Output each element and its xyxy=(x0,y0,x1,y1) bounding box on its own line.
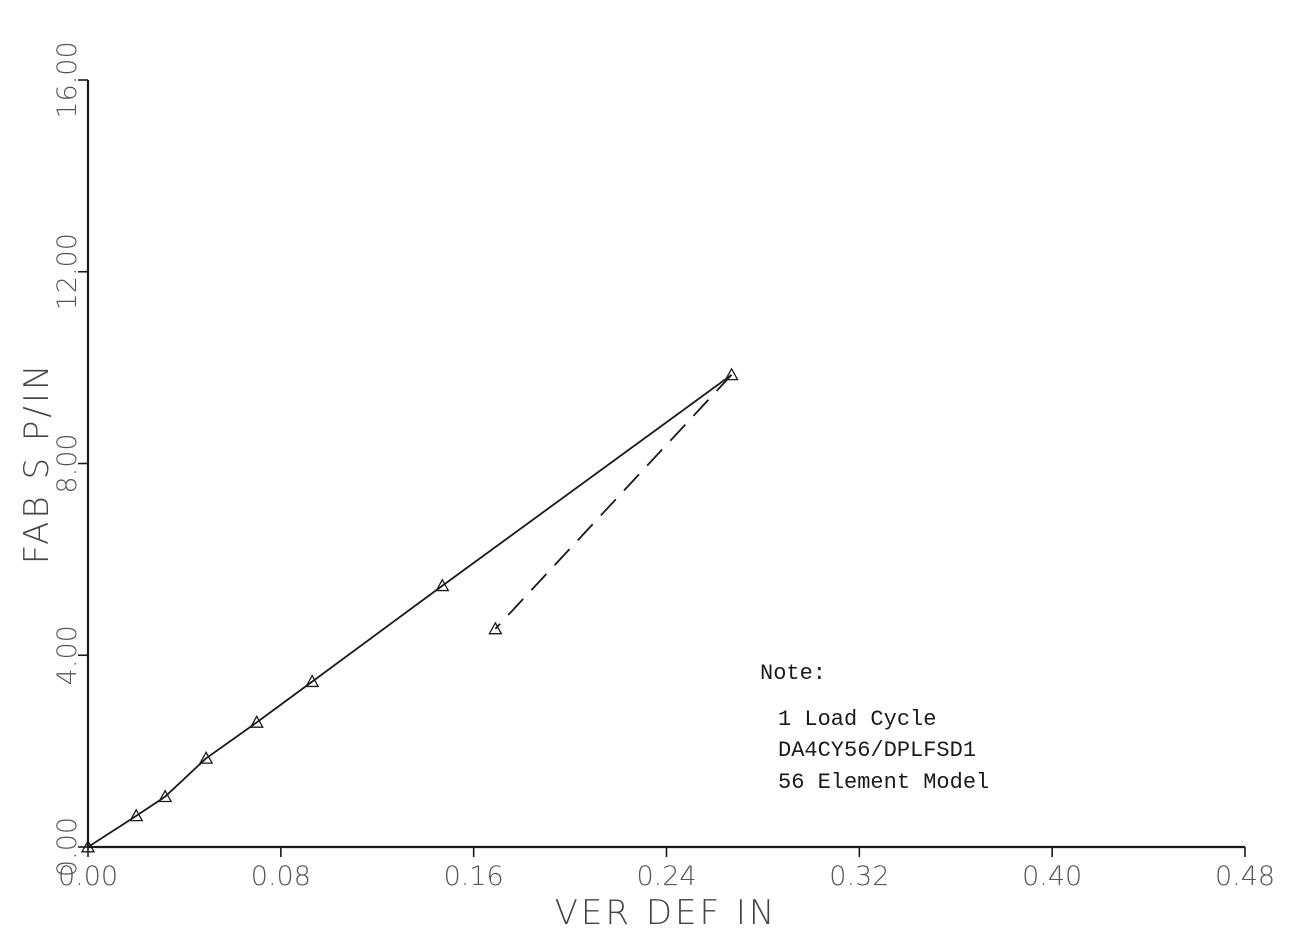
data-point-marker xyxy=(435,578,450,592)
x-tick-label: 0.40 xyxy=(1022,861,1082,892)
x-tick-label: 0.32 xyxy=(829,861,889,892)
x-tick-label: 0.00 xyxy=(58,861,118,892)
x-tick-label: 0.24 xyxy=(636,861,696,892)
x-tick-label: 0.08 xyxy=(251,861,311,892)
data-point-marker xyxy=(158,789,173,803)
data-point-marker xyxy=(249,715,264,728)
y-tick-label: 12.00 xyxy=(52,233,83,310)
series-line-solid xyxy=(87,374,733,848)
plot-series xyxy=(80,367,739,853)
y-tick-label: 16.00 xyxy=(52,41,83,118)
x-axis-label: VER DEF IN xyxy=(555,893,778,932)
y-ticks: 0.00 4.00 8.00 12.00 16.00 xyxy=(52,41,88,877)
y-axis-label: FAB S P/IN xyxy=(17,362,57,565)
data-point-marker xyxy=(488,621,503,635)
note-line-1: 1 Load Cycle xyxy=(778,707,936,732)
y-tick-label: 4.00 xyxy=(52,625,83,685)
x-ticks: 0.00 0.08 0.16 0.24 0.32 0.40 0.48 xyxy=(58,847,1275,892)
series-line-dashed xyxy=(494,374,733,630)
note-line-2: DA4CY56/DPLFSD1 xyxy=(778,738,976,763)
y-tick-label: 0.00 xyxy=(52,817,83,877)
note-line-3: 56 Element Model xyxy=(778,770,989,795)
data-point-marker xyxy=(724,367,739,381)
data-point-marker xyxy=(199,750,214,764)
y-axis: 0.00 4.00 8.00 12.00 16.00 xyxy=(52,41,90,877)
data-point-marker xyxy=(305,674,320,688)
y-tick-label: 8.00 xyxy=(52,433,83,493)
x-tick-label: 0.16 xyxy=(444,861,504,892)
x-axis: 0.00 0.08 0.16 0.24 0.32 0.40 0.48 xyxy=(58,845,1275,892)
x-tick-label: 0.48 xyxy=(1215,861,1275,892)
data-point-marker xyxy=(129,808,144,822)
note-title: Note: xyxy=(760,661,826,686)
note-box: Note: 1 Load Cycle DA4CY56/DPLFSD1 56 El… xyxy=(760,661,989,795)
data-point-marker xyxy=(80,839,96,853)
